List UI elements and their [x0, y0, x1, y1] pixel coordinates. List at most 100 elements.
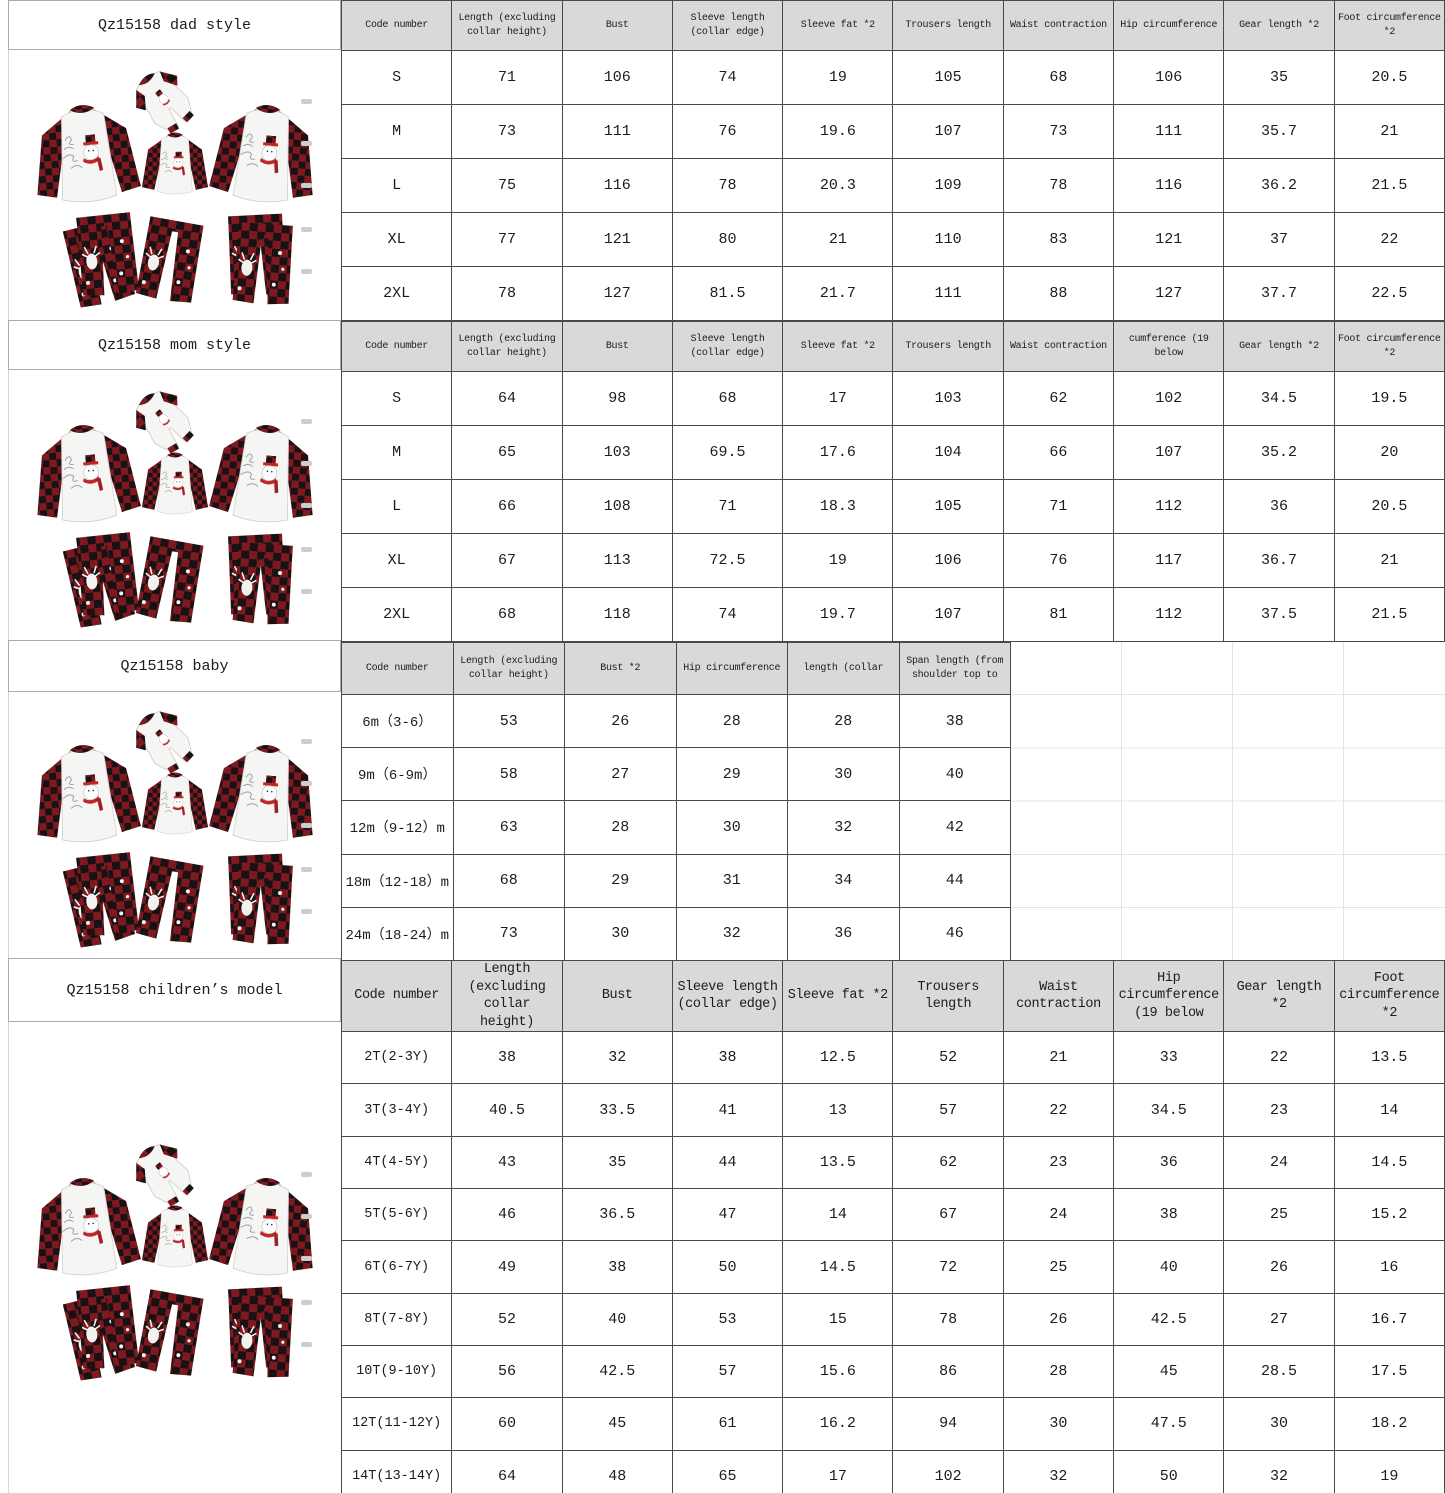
row-label: 9m（6-9m）: [341, 747, 454, 802]
row-label: 3T(3-4Y): [340, 1083, 453, 1137]
table-cell: 44: [671, 1135, 784, 1190]
row-label: 24m（18-24）m: [341, 906, 454, 961]
table-cell: 110: [892, 212, 1004, 267]
table-cell: 106: [561, 50, 673, 105]
table-cell: 81.5: [671, 266, 784, 321]
table-cell: 26: [1002, 1292, 1115, 1346]
column-header: Foot circumference *2: [1333, 0, 1445, 51]
column-header: Code number: [340, 0, 453, 51]
table-cell: 107: [1113, 425, 1225, 480]
row-label: 18m（12-18）m: [341, 853, 454, 908]
table-cell: 68: [1002, 50, 1115, 105]
table-row: 6m（3-6） 53 26 28 28 38: [341, 693, 1011, 749]
photo-edge-mark: [301, 419, 312, 424]
table-cell: 35.2: [1223, 425, 1335, 480]
table-cell: 67: [892, 1188, 1004, 1242]
table-row: M 65 103 69.5 17.6 104 66 107 35.2 20: [340, 425, 1445, 480]
table-cell: 78: [892, 1292, 1004, 1346]
table-cell: 60: [451, 1397, 563, 1451]
table-cell: 81: [1002, 587, 1115, 642]
table-cell: 23: [1223, 1083, 1335, 1137]
table-cell: 121: [561, 212, 673, 267]
table-cell: 37.7: [1223, 266, 1335, 321]
table-cell: 38: [561, 1240, 673, 1294]
table-cell: 66: [451, 479, 563, 534]
table-cell: 106: [892, 533, 1004, 588]
table-cell: 62: [892, 1135, 1004, 1190]
table-cell: 12.5: [782, 1031, 894, 1085]
table-cell: 104: [892, 425, 1004, 480]
table-cell: 103: [561, 425, 673, 480]
section-mom: Qz15158 mom style: [8, 320, 341, 640]
row-label: 5T(5-6Y): [340, 1188, 453, 1242]
table-cell: 102: [1113, 371, 1225, 426]
row-label: L: [340, 158, 453, 213]
table-cell: 18.2: [1333, 1397, 1445, 1451]
table-cell: 17.5: [1333, 1344, 1445, 1399]
table-cell: 53: [452, 693, 565, 749]
column-header: Sleeve fat *2: [782, 0, 894, 51]
photo-edge-mark: [301, 1341, 312, 1347]
photo-edge-mark: [301, 141, 312, 146]
table-cell: 30: [1002, 1397, 1115, 1451]
table-cell: 76: [671, 104, 784, 159]
table-cell: 69.5: [671, 425, 784, 480]
row-label: 8T(7-8Y): [340, 1292, 453, 1346]
photo-edge-mark: [301, 823, 312, 828]
column-header: Gear length *2: [1223, 959, 1335, 1033]
row-label: 10T(9-10Y): [340, 1344, 453, 1399]
column-header: Code number: [340, 321, 453, 372]
table-cell: 73: [451, 104, 563, 159]
table-row: XL 67 113 72.5 19 106 76 117 36.7 21: [340, 533, 1445, 588]
photo-edge-mark: [301, 183, 312, 188]
table-cell: 26: [564, 693, 677, 749]
table-cell: 17: [782, 371, 894, 426]
table-cell: 111: [892, 266, 1004, 321]
row-label: 4T(4-5Y): [340, 1135, 453, 1190]
table-cell: 38: [898, 693, 1011, 749]
table-cell: 25: [1223, 1188, 1335, 1242]
table-cell: 78: [451, 266, 563, 321]
table-cell: 28: [675, 693, 788, 749]
table-cell: 118: [561, 587, 673, 642]
photo-edge-mark: [301, 1171, 312, 1177]
table-cell: 74: [671, 587, 784, 642]
table-cell: 13.5: [782, 1135, 894, 1190]
section-title-baby: Qz15158 baby: [8, 640, 341, 692]
table-cell: 21.7: [782, 266, 894, 321]
table-cell: 15.2: [1333, 1188, 1445, 1242]
table-cell: 29: [564, 853, 677, 908]
table-row: 14T(13-14Y) 64 48 65 17 102 32 50 32 19: [340, 1449, 1445, 1493]
empty-grid: [1011, 642, 1445, 960]
row-label: 12m（9-12）m: [341, 800, 454, 855]
column-header: Foot circumference *2: [1333, 959, 1445, 1033]
column-header: Sleeve fat *2: [782, 321, 894, 372]
table-cell: 106: [1113, 50, 1225, 105]
table-cell: 76: [1002, 533, 1115, 588]
table-cell: 52: [892, 1031, 1004, 1085]
table-cell: 20.3: [782, 158, 894, 213]
table-cell: 47: [671, 1188, 784, 1242]
photo-edge-mark: [301, 909, 312, 914]
table-cell: 72: [892, 1240, 1004, 1294]
table-cell: 36: [1223, 479, 1335, 534]
table-cell: 33: [1113, 1031, 1225, 1085]
pajama-set-illustration: [25, 381, 325, 629]
size-table-baby: Code number Length (excluding collar heig…: [341, 642, 1011, 961]
column-header: cumference (19 below: [1113, 321, 1225, 372]
table-cell: 43: [451, 1135, 563, 1190]
table-cell: 83: [1002, 212, 1115, 267]
table-cell: 16.7: [1333, 1292, 1445, 1346]
row-label: M: [340, 104, 453, 159]
table-row: 3T(3-4Y) 40.5 33.5 41 13 57 22 34.5 23 14: [340, 1083, 1445, 1137]
photo-edge-mark: [301, 503, 312, 508]
table-cell: 71: [451, 50, 563, 105]
product-photo-dad: [8, 50, 341, 320]
table-cell: 18.3: [782, 479, 894, 534]
row-label: XL: [340, 533, 453, 588]
table-cell: 20.5: [1333, 479, 1445, 534]
baby-table-band: Code number Length (excluding collar heig…: [341, 642, 1445, 961]
section-baby: Qz15158 baby: [8, 640, 341, 958]
photo-edge-mark: [301, 1213, 312, 1219]
